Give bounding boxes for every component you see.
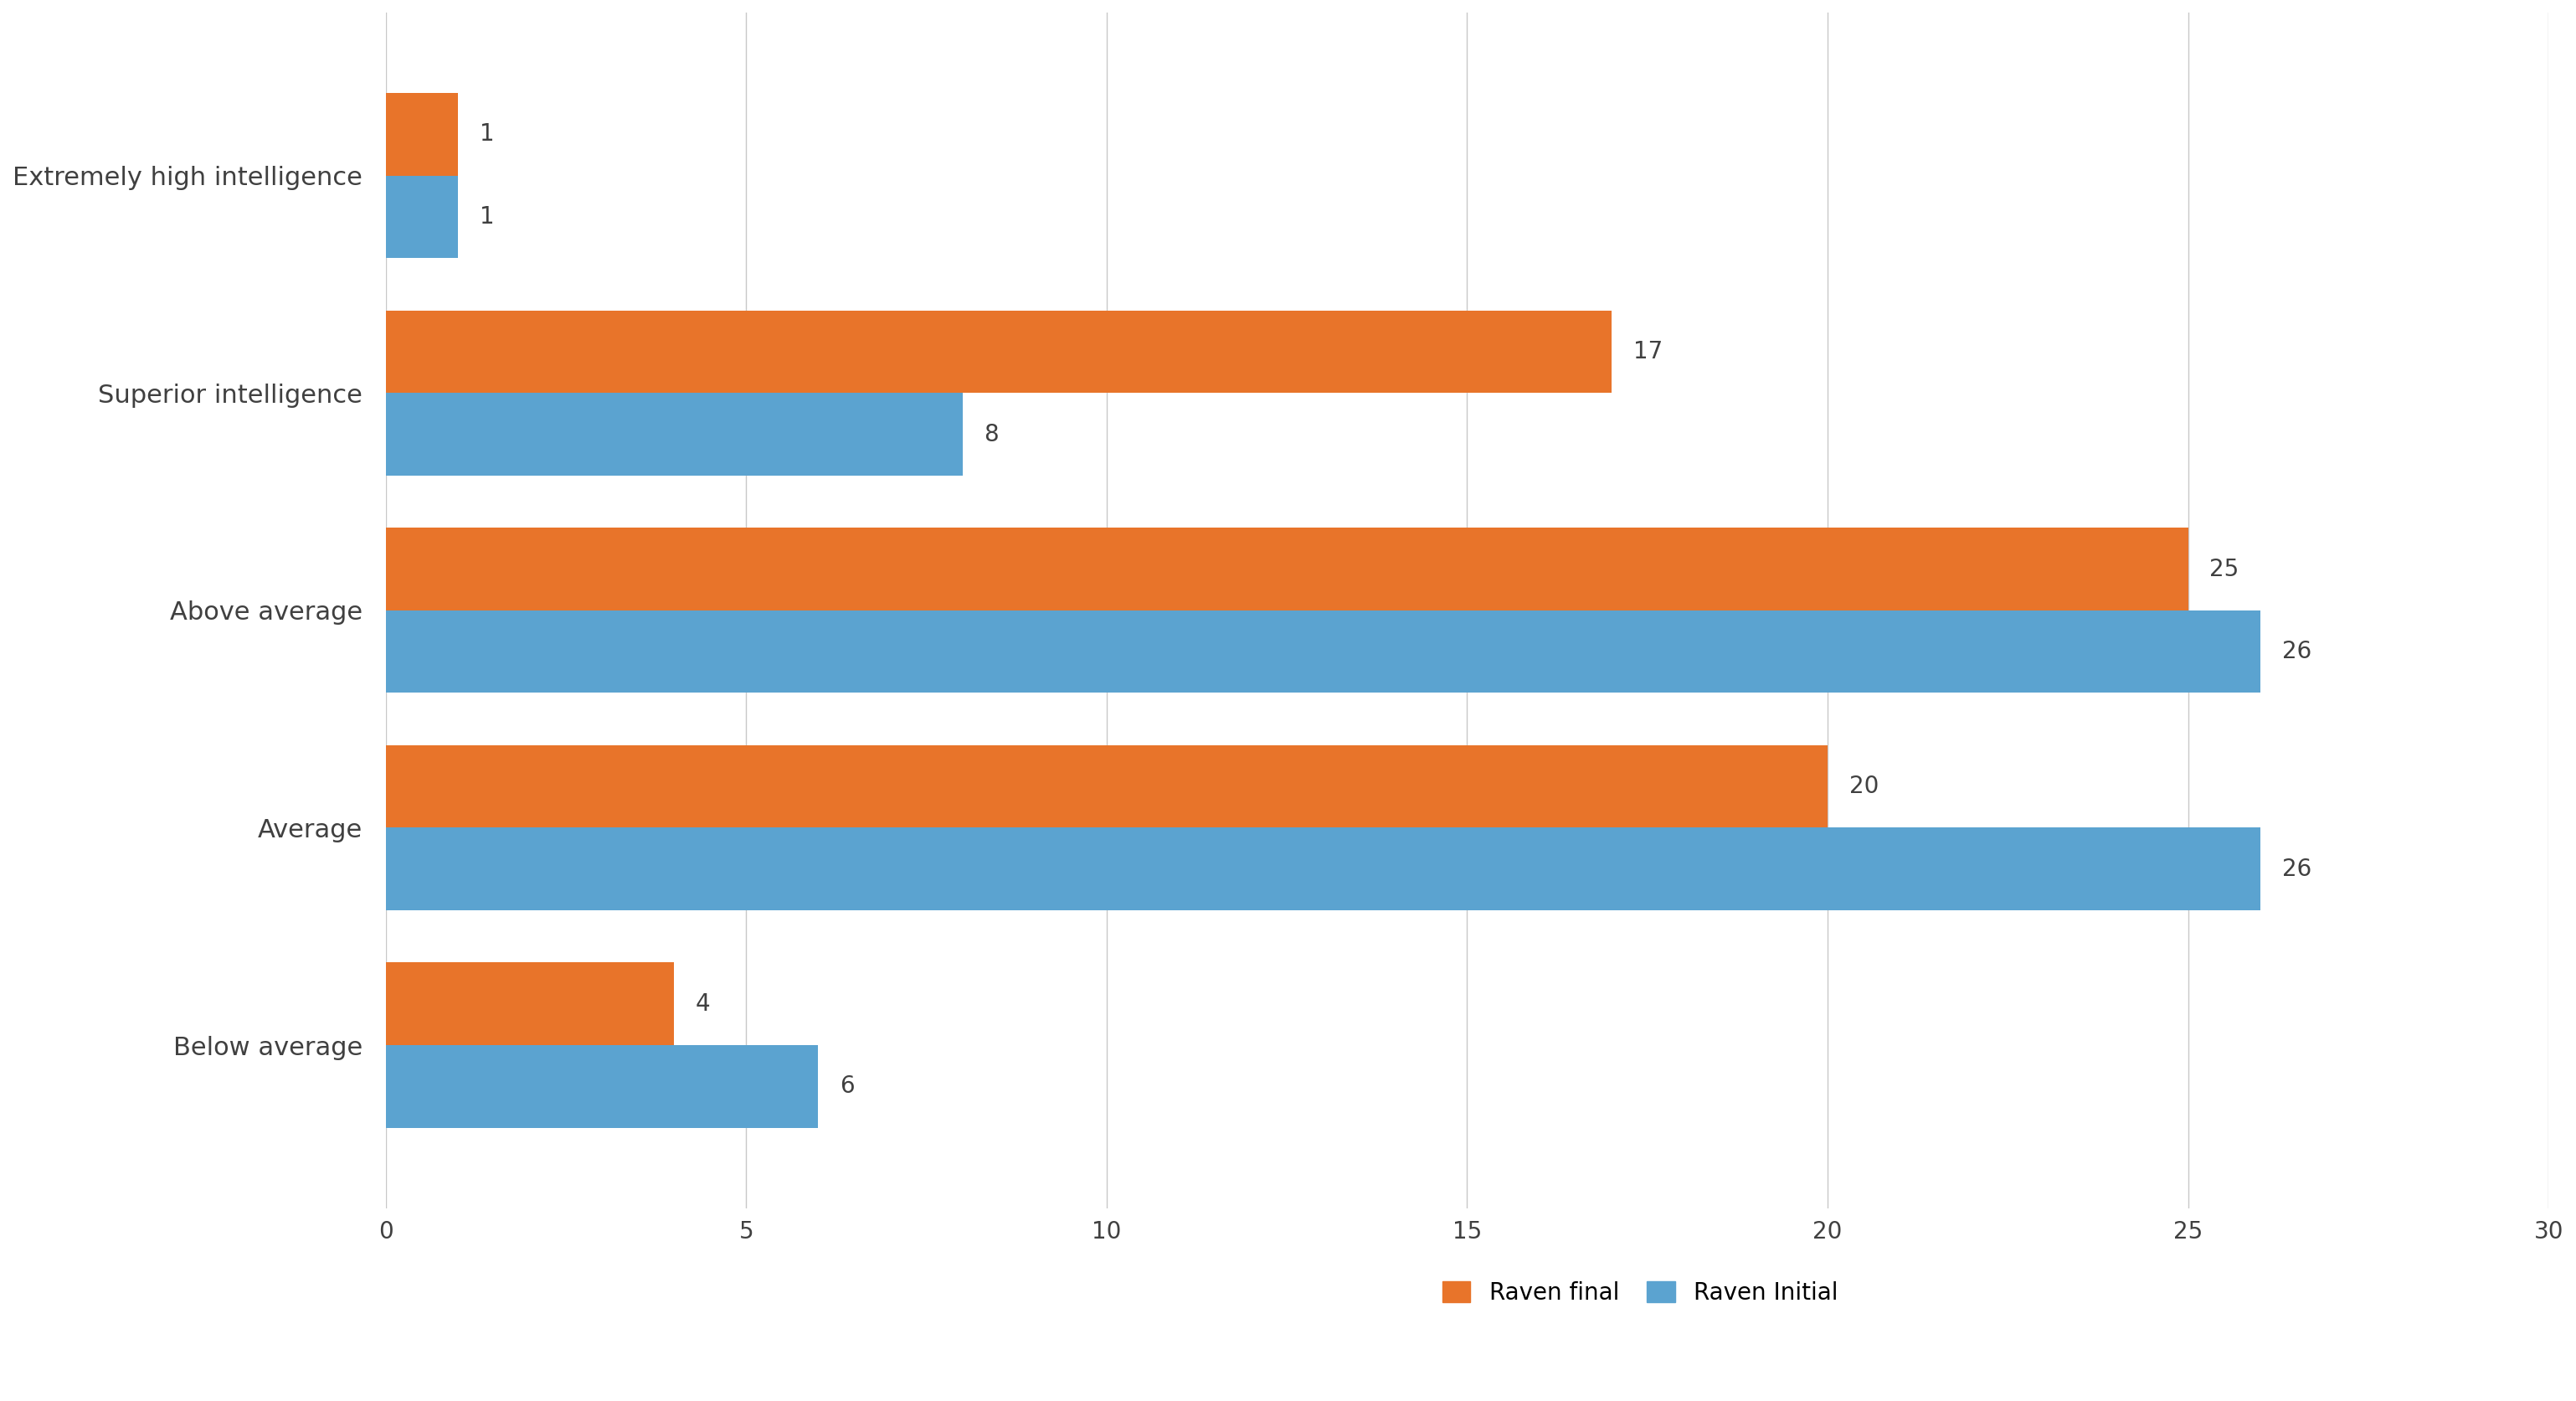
Bar	[386, 92, 459, 175]
Text: 20: 20	[1850, 775, 1878, 799]
Text: 6: 6	[840, 1075, 855, 1098]
Text: 26: 26	[2282, 857, 2311, 881]
Text: 1: 1	[479, 122, 495, 146]
Text: 1: 1	[479, 205, 495, 228]
Text: 25: 25	[2210, 558, 2239, 581]
Bar	[386, 745, 1826, 828]
Text: 17: 17	[1633, 340, 1662, 363]
Bar	[386, 962, 675, 1045]
Bar	[386, 175, 459, 258]
Bar	[386, 392, 963, 475]
Text: 4: 4	[696, 992, 711, 1016]
Bar	[386, 528, 2187, 611]
Bar	[386, 611, 2259, 693]
Bar	[386, 828, 2259, 911]
Text: 8: 8	[984, 423, 999, 446]
Text: 26: 26	[2282, 640, 2311, 663]
Bar	[386, 1045, 819, 1128]
Legend: Raven final, Raven Initial: Raven final, Raven Initial	[1430, 1269, 1850, 1316]
Bar	[386, 311, 1613, 392]
